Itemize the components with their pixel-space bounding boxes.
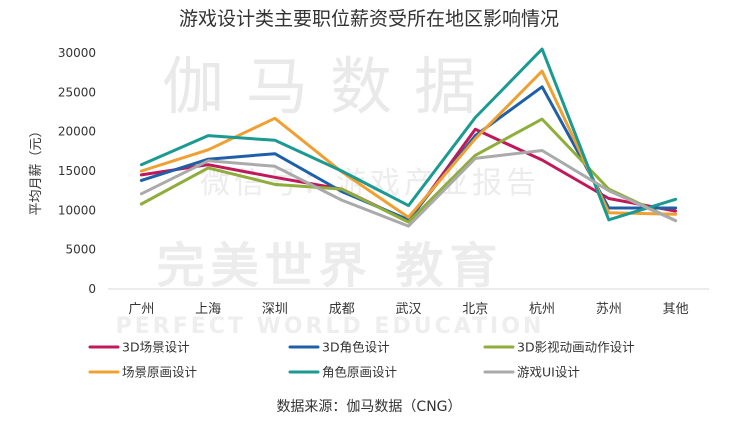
y-tick-label: 15000	[58, 164, 96, 178]
legend-item: 3D影视动画动作设计	[483, 340, 635, 355]
y-tick-label: 10000	[58, 203, 96, 217]
watermark-text-3: 完美世界 教育	[157, 238, 504, 294]
x-tick-label: 上海	[195, 302, 221, 317]
y-tick-label: 25000	[58, 85, 96, 99]
series-line	[139, 47, 678, 222]
legend-label: 3D影视动画动作设计	[517, 340, 635, 355]
x-tick-label: 北京	[462, 302, 488, 317]
x-tick-label: 深圳	[262, 302, 288, 317]
legend-label: 场景原画设计	[122, 365, 197, 380]
legend-label: 3D角色设计	[322, 340, 390, 355]
chart-title: 游戏设计类主要职位薪资受所在地区影响情况	[179, 8, 559, 30]
y-tick-label: 30000	[58, 46, 96, 60]
watermark-text-1: 伽马数据	[162, 50, 498, 123]
x-tick-label: 成都	[329, 302, 355, 317]
watermark-text-2: 微信号：游戏产业报告	[200, 166, 540, 201]
x-tick-label: 武汉	[395, 302, 421, 317]
legend-item: 3D角色设计	[288, 340, 390, 355]
legend-item: 角色原画设计	[288, 365, 397, 380]
source-note: 数据来源：伽马数据（CNG）	[276, 399, 461, 415]
x-tick-label: 广州	[128, 302, 154, 317]
legend-item: 场景原画设计	[88, 365, 197, 380]
x-tick-label: 苏州	[596, 301, 622, 317]
series-line	[139, 69, 678, 219]
y-axis-ticks: 0 5000 10000 15000 20000 25000 30000	[58, 46, 96, 296]
legend-label: 3D场景设计	[122, 340, 190, 355]
y-tick-label: 20000	[58, 125, 96, 139]
x-tick-label: 杭州	[529, 302, 555, 317]
legend-label: 游戏UI设计	[517, 365, 580, 380]
series-line	[139, 149, 678, 228]
watermark-text-4: PERFECT WORLD EDUCATION	[116, 314, 545, 339]
series-line	[139, 85, 678, 222]
y-tick-label: 5000	[65, 243, 96, 257]
y-axis-label: 平均月薪（元）	[29, 124, 44, 215]
legend-item: 游戏UI设计	[483, 365, 580, 380]
x-tick-label: 其他	[663, 302, 689, 317]
legend-item: 3D场景设计	[88, 340, 190, 355]
series-lines	[139, 47, 678, 228]
legend-label: 角色原画设计	[322, 365, 397, 380]
y-tick-label: 0	[88, 282, 96, 296]
x-axis-ticks: 广州 上海 深圳 成都 武汉 北京 杭州 苏州 其他	[128, 301, 688, 317]
